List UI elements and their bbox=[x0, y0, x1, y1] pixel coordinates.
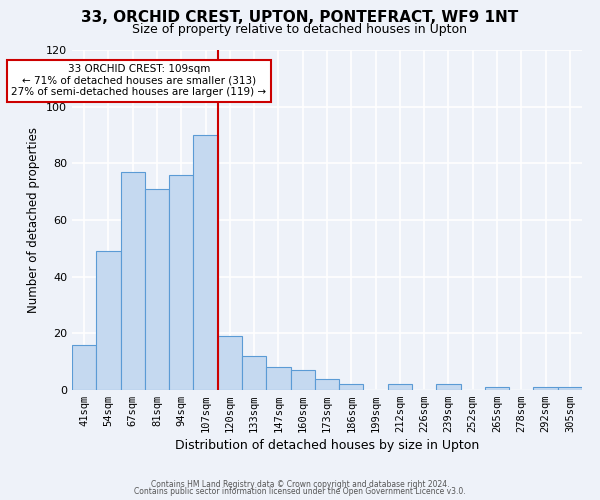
Y-axis label: Number of detached properties: Number of detached properties bbox=[28, 127, 40, 313]
Bar bbox=[485, 387, 509, 390]
Bar bbox=[290, 370, 315, 390]
Bar bbox=[339, 384, 364, 390]
Bar bbox=[72, 344, 96, 390]
Bar bbox=[169, 174, 193, 390]
Text: 33 ORCHID CREST: 109sqm
← 71% of detached houses are smaller (313)
27% of semi-d: 33 ORCHID CREST: 109sqm ← 71% of detache… bbox=[11, 64, 266, 98]
Bar bbox=[242, 356, 266, 390]
Text: Contains HM Land Registry data © Crown copyright and database right 2024.: Contains HM Land Registry data © Crown c… bbox=[151, 480, 449, 489]
X-axis label: Distribution of detached houses by size in Upton: Distribution of detached houses by size … bbox=[175, 440, 479, 452]
Bar bbox=[388, 384, 412, 390]
Bar bbox=[218, 336, 242, 390]
Bar bbox=[315, 378, 339, 390]
Bar bbox=[558, 387, 582, 390]
Bar bbox=[436, 384, 461, 390]
Text: Contains public sector information licensed under the Open Government Licence v3: Contains public sector information licen… bbox=[134, 487, 466, 496]
Bar bbox=[193, 135, 218, 390]
Text: 33, ORCHID CREST, UPTON, PONTEFRACT, WF9 1NT: 33, ORCHID CREST, UPTON, PONTEFRACT, WF9… bbox=[82, 10, 518, 25]
Bar bbox=[121, 172, 145, 390]
Bar bbox=[266, 368, 290, 390]
Text: Size of property relative to detached houses in Upton: Size of property relative to detached ho… bbox=[133, 22, 467, 36]
Bar bbox=[533, 387, 558, 390]
Bar bbox=[145, 189, 169, 390]
Bar bbox=[96, 251, 121, 390]
